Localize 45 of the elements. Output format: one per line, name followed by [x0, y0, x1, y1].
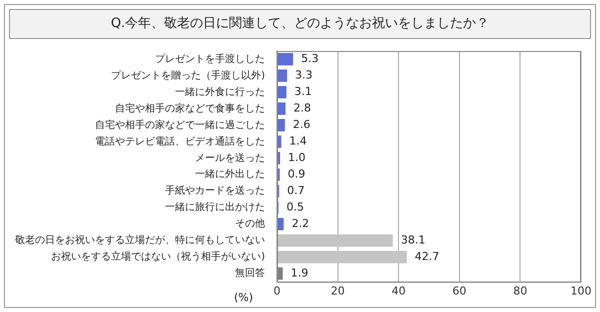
- x-tick-label: 20: [330, 284, 345, 298]
- y-tick-label: 電話やテレビ電話、ビデオ通話をした: [95, 135, 265, 148]
- y-tick-label: 敬老の日をお祝いをする立場だが、特に何もしていない: [15, 234, 265, 246]
- y-tick-label: 無回答: [235, 267, 265, 280]
- x-tick-label: 0: [274, 284, 280, 298]
- data-label: 2.8: [294, 102, 312, 115]
- x-tick-label: 80: [513, 284, 528, 298]
- y-tick-label: その他: [235, 218, 265, 230]
- bar: [278, 250, 407, 264]
- bar: [278, 102, 286, 115]
- data-label: 3.3: [295, 68, 313, 82]
- bar: [278, 53, 294, 66]
- x-tick-label: 60: [452, 284, 466, 298]
- data-label: 1.0: [288, 151, 306, 164]
- data-label: 3.1: [294, 85, 312, 98]
- y-tick-label: プレゼントを贈った（手渡し以外): [111, 69, 266, 82]
- y-tick-label: 自宅や相手の家などで食事をした: [115, 102, 265, 114]
- y-tick-label: 一緒に外食に行った: [175, 86, 265, 98]
- data-label: 42.7: [414, 250, 440, 263]
- y-tick-label: お祝いをする立場ではない（祝う相手がいない): [51, 250, 266, 263]
- data-label: 0.5: [286, 200, 304, 214]
- bar: [278, 70, 288, 82]
- bar: [278, 218, 284, 230]
- x-tick-label: 100: [570, 284, 592, 298]
- data-label: 0.9: [288, 168, 306, 180]
- data-label: 1.4: [289, 134, 307, 148]
- y-tick-label: プレゼントを手渡しした: [155, 52, 265, 65]
- data-label: 2.6: [292, 118, 310, 132]
- data-label: 2.2: [292, 216, 310, 230]
- data-label: 38.1: [400, 233, 426, 246]
- data-label: 0.7: [287, 184, 305, 197]
- chart-title: Q.今年、敬老の日に関連して、どのようなお祝いをしましたか？: [9, 9, 591, 39]
- data-label: 1.9: [290, 266, 308, 280]
- y-tick-label: メールを送った: [195, 152, 265, 164]
- y-tick-label: 手紙やカードを送った: [165, 184, 265, 197]
- bar: [278, 135, 282, 148]
- x-axis-title: (%): [234, 291, 253, 304]
- y-tick-label: 一緒に旅行に出かけた: [165, 201, 265, 214]
- x-tick-label: 40: [392, 284, 406, 298]
- data-label: 5.3: [301, 52, 319, 66]
- bar: [278, 234, 393, 247]
- y-tick-label: 一緒に外出した: [195, 168, 265, 180]
- y-tick-label: 自宅や相手の家などで一緒に過ごした: [95, 118, 265, 131]
- bar: [278, 119, 285, 132]
- bar: [278, 86, 286, 98]
